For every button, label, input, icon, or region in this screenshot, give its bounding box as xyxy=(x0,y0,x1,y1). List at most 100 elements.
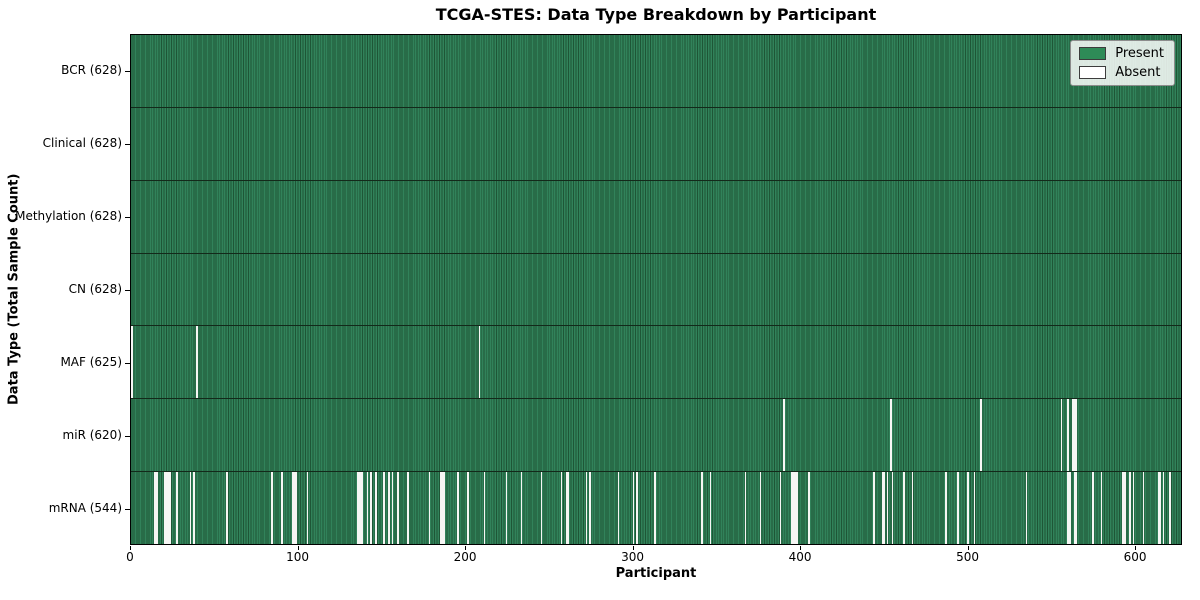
absent-mark xyxy=(1162,472,1165,545)
absent-mark xyxy=(358,472,361,545)
absent-mark xyxy=(406,472,409,545)
x-tick-mark xyxy=(465,546,467,550)
absent-mark xyxy=(966,472,969,545)
absent-mark xyxy=(366,472,369,545)
absent-mark xyxy=(1060,399,1063,472)
x-tick-mark xyxy=(632,546,634,550)
absent-mark xyxy=(189,472,192,545)
absent-mark xyxy=(1092,472,1095,545)
absent-mark xyxy=(783,399,785,472)
absent-mark xyxy=(1124,472,1126,545)
legend-swatch-present-icon xyxy=(1079,47,1107,60)
absent-mark xyxy=(1142,472,1145,545)
row-BCR xyxy=(131,35,1181,108)
absent-mark xyxy=(791,472,794,545)
x-tick-mark xyxy=(800,546,802,550)
x-tick-mark xyxy=(1135,546,1137,550)
absent-mark xyxy=(635,472,638,545)
absent-mark xyxy=(744,472,747,545)
absent-mark xyxy=(632,472,635,545)
absent-mark xyxy=(306,472,309,545)
absent-mark xyxy=(796,472,799,545)
x-tick-label: 200 xyxy=(453,550,477,564)
legend-label-absent: Absent xyxy=(1115,65,1161,80)
absent-mark xyxy=(293,472,295,545)
y-tick-label: CN (628) xyxy=(68,281,122,296)
absent-mark xyxy=(166,472,168,545)
absent-mark xyxy=(1132,472,1135,545)
absent-mark xyxy=(1067,399,1069,472)
absent-mark xyxy=(873,472,876,545)
absent-mark xyxy=(428,472,431,545)
absent-mark xyxy=(1072,399,1074,472)
x-tick-mark xyxy=(297,546,299,550)
y-axis-label: Data Type (Total Sample Count) xyxy=(6,173,22,406)
absent-mark xyxy=(375,472,377,545)
absent-mark xyxy=(589,472,591,545)
absent-mark xyxy=(808,472,810,545)
row-Methylation xyxy=(131,181,1181,254)
absent-mark xyxy=(176,472,178,545)
absent-mark xyxy=(483,472,486,545)
absent-mark xyxy=(891,472,894,545)
absent-mark xyxy=(440,472,442,545)
absent-mark xyxy=(291,472,294,545)
x-tick-label: 500 xyxy=(956,550,980,564)
absent-mark xyxy=(709,472,712,545)
absent-mark xyxy=(881,472,884,545)
absent-mark xyxy=(585,472,588,545)
rows-container xyxy=(131,35,1181,545)
y-tick-label: Clinical (628) xyxy=(42,135,122,150)
y-tick-label: MAF (625) xyxy=(60,354,122,369)
legend: Present Absent xyxy=(1070,40,1175,86)
y-tick-label: Methylation (628) xyxy=(15,208,122,223)
absent-mark xyxy=(396,472,399,545)
x-tick-label: 0 xyxy=(126,550,134,564)
absent-mark xyxy=(196,326,198,399)
absent-mark xyxy=(192,472,195,545)
absent-mark xyxy=(360,472,362,545)
x-tick-mark xyxy=(130,546,131,550)
plot-area: Present Absent xyxy=(130,34,1182,545)
absent-mark xyxy=(281,472,284,545)
absent-mark xyxy=(1159,472,1161,545)
absent-mark xyxy=(1157,472,1160,545)
row-MAF xyxy=(131,326,1181,400)
absent-mark xyxy=(1169,472,1171,545)
absent-mark xyxy=(1073,399,1076,472)
y-tick-label: miR (620) xyxy=(62,427,122,442)
absent-mark xyxy=(654,472,656,545)
row-CN xyxy=(131,254,1181,327)
absent-mark xyxy=(169,472,172,545)
absent-mark xyxy=(701,472,703,545)
absent-mark xyxy=(883,472,886,545)
legend-label-present: Present xyxy=(1115,46,1164,61)
absent-mark xyxy=(540,472,543,545)
absent-mark xyxy=(617,472,620,545)
absent-mark xyxy=(1075,399,1078,472)
x-tick-label: 400 xyxy=(788,550,812,564)
absent-mark xyxy=(478,326,481,399)
absent-mark xyxy=(945,472,947,545)
absent-mark xyxy=(156,472,158,545)
absent-mark xyxy=(520,472,523,545)
absent-mark xyxy=(1129,472,1131,545)
absent-mark xyxy=(154,472,157,545)
absent-mark xyxy=(271,472,274,545)
absent-mark xyxy=(361,472,364,545)
absent-mark xyxy=(356,472,359,545)
absent-mark xyxy=(1073,472,1076,545)
absent-mark xyxy=(890,399,892,472)
absent-mark xyxy=(1122,472,1125,545)
legend-item-absent: Absent xyxy=(1079,66,1164,79)
absent-mark xyxy=(911,472,914,545)
absent-mark xyxy=(956,472,959,545)
absent-mark xyxy=(383,472,386,545)
absent-mark xyxy=(505,472,508,545)
absent-mark xyxy=(226,472,228,545)
absent-mark xyxy=(441,472,444,545)
legend-swatch-absent-icon xyxy=(1079,66,1107,79)
absent-mark xyxy=(1068,472,1071,545)
absent-mark xyxy=(131,326,133,399)
